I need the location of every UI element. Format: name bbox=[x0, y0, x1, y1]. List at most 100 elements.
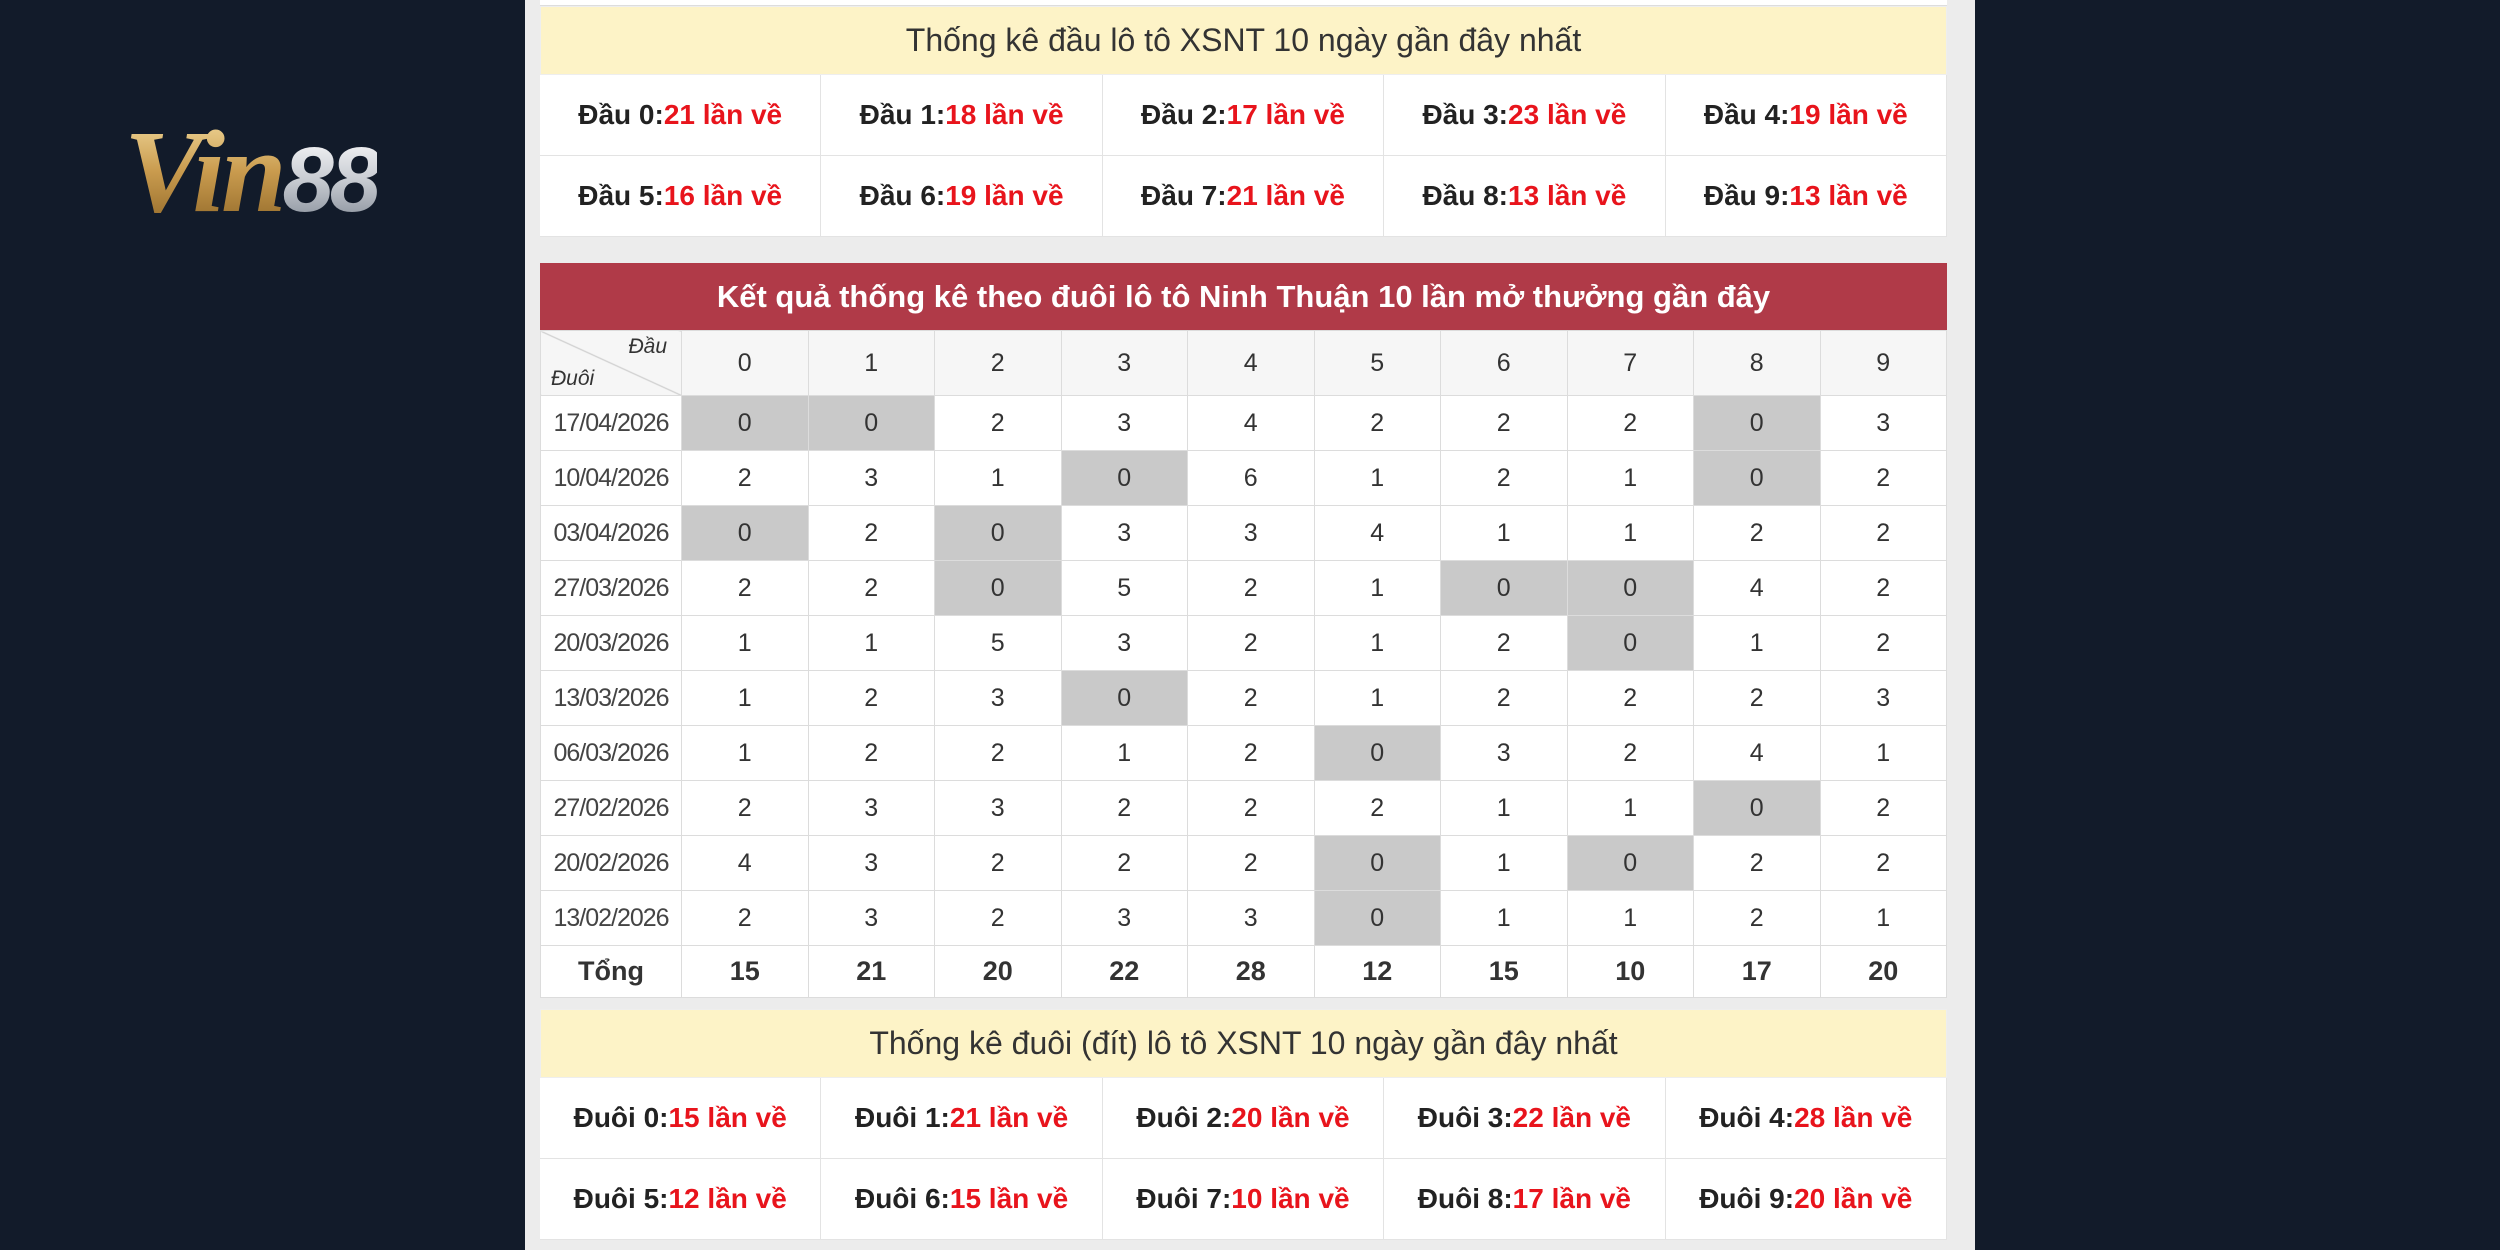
data-row: 13/03/2026 1 2 3 0 2 1 2 2 2 3 bbox=[540, 670, 1947, 726]
stat-value: 20 lần về bbox=[1231, 1102, 1350, 1133]
count-cell: 2 bbox=[1566, 395, 1694, 451]
count-cell: 1 bbox=[1819, 725, 1947, 781]
date-cell: 06/03/2026 bbox=[540, 725, 682, 781]
stat-cell: Đầu 5: 16 lần về bbox=[540, 156, 822, 237]
count-cell: 1 bbox=[1566, 890, 1694, 946]
stat-value: 17 lần về bbox=[1512, 1183, 1631, 1214]
stat-label: Đầu 9: bbox=[1703, 180, 1790, 211]
corner-cell: Đầu Đuôi bbox=[540, 330, 682, 396]
count-cell: 2 bbox=[934, 395, 1062, 451]
count-cell: 1 bbox=[1313, 560, 1441, 616]
logo-number: 88 bbox=[282, 129, 381, 231]
count-cell: 2 bbox=[1187, 835, 1315, 891]
column-header: 6 bbox=[1440, 330, 1568, 396]
date-cell: 10/04/2026 bbox=[540, 450, 682, 506]
stat-value: 19 lần về bbox=[1789, 99, 1908, 130]
count-cell: 3 bbox=[807, 835, 935, 891]
count-cell: 1 bbox=[1819, 890, 1947, 946]
count-cell: 0 bbox=[681, 505, 809, 561]
stat-cell: Đầu 9: 13 lần về bbox=[1665, 156, 1947, 237]
stat-value: 17 lần về bbox=[1226, 99, 1345, 130]
count-cell: 1 bbox=[681, 725, 809, 781]
count-cell: 2 bbox=[1819, 560, 1947, 616]
stat-cell: Đuôi 8: 17 lần về bbox=[1384, 1159, 1666, 1240]
count-cell: 1 bbox=[1440, 890, 1568, 946]
data-row: 03/04/2026 0 2 0 3 3 4 1 1 2 2 bbox=[540, 505, 1947, 561]
count-cell: 0 bbox=[934, 505, 1062, 561]
data-row: 17/04/2026 0 0 2 3 4 2 2 2 0 3 bbox=[540, 395, 1947, 451]
count-cell: 2 bbox=[807, 560, 935, 616]
count-cell: 0 bbox=[1693, 450, 1821, 506]
stat-value: 21 lần về bbox=[949, 1102, 1069, 1133]
count-cell: 2 bbox=[1693, 835, 1821, 891]
count-cell: 1 bbox=[1060, 725, 1188, 781]
date-cell: 20/02/2026 bbox=[540, 835, 682, 891]
count-cell: 4 bbox=[1187, 395, 1315, 451]
count-cell: 0 bbox=[934, 560, 1062, 616]
count-cell: 2 bbox=[1440, 670, 1568, 726]
stat-label: Đầu 0: bbox=[578, 99, 664, 130]
count-cell: 2 bbox=[1440, 450, 1568, 506]
count-cell: 1 bbox=[1313, 450, 1441, 506]
count-cell: 3 bbox=[1060, 890, 1188, 946]
stat-label: Đầu 3: bbox=[1422, 99, 1509, 130]
count-cell: 1 bbox=[1566, 450, 1694, 506]
count-cell: 6 bbox=[1187, 450, 1315, 506]
count-cell: 3 bbox=[1060, 505, 1188, 561]
total-cell: 10 bbox=[1566, 945, 1694, 998]
count-cell: 2 bbox=[681, 780, 809, 836]
stat-cell: Đầu 4: 19 lần về bbox=[1665, 75, 1947, 156]
count-cell: 0 bbox=[1566, 560, 1694, 616]
count-cell: 1 bbox=[1440, 835, 1568, 891]
stat-label: Đuôi 0: bbox=[573, 1102, 669, 1133]
stat-cell: Đuôi 2: 20 lần về bbox=[1102, 1078, 1385, 1159]
stats-table: Đầu Đuôi 0 1 2 3 4 5 6 7 8 9 17/04/2026 0 0 2 3 4 2 2 2 0 3 10/… bbox=[540, 330, 1947, 998]
column-header: 2 bbox=[934, 330, 1062, 396]
date-cell: 17/04/2026 bbox=[540, 395, 682, 451]
date-cell: 27/03/2026 bbox=[540, 560, 682, 616]
column-header: 1 bbox=[807, 330, 935, 396]
count-cell: 2 bbox=[1060, 780, 1188, 836]
count-cell: 0 bbox=[1440, 560, 1568, 616]
header-row: Đầu Đuôi 0 1 2 3 4 5 6 7 8 9 bbox=[540, 330, 1947, 396]
count-cell: 1 bbox=[1566, 780, 1694, 836]
stat-cell: Đầu 2: 17 lần về bbox=[1102, 75, 1385, 156]
count-cell: 1 bbox=[934, 450, 1062, 506]
stat-value: 23 lần về bbox=[1508, 99, 1627, 130]
date-cell: 27/02/2026 bbox=[540, 780, 682, 836]
count-cell: 5 bbox=[934, 615, 1062, 671]
total-label: Tổng bbox=[540, 945, 682, 998]
date-cell: 03/04/2026 bbox=[540, 505, 682, 561]
section-title: Thống kê đầu lô tô XSNT 10 ngày gần đây … bbox=[540, 6, 1947, 75]
count-cell: 5 bbox=[1060, 560, 1188, 616]
count-cell: 1 bbox=[807, 615, 935, 671]
count-cell: 2 bbox=[681, 890, 809, 946]
total-cell: 15 bbox=[1440, 945, 1568, 998]
stat-value: 28 lần về bbox=[1794, 1102, 1913, 1133]
count-cell: 2 bbox=[1313, 395, 1441, 451]
dau-stats: Thống kê đầu lô tô XSNT 10 ngày gần đây … bbox=[540, 6, 1947, 237]
corner-bottom: Đuôi bbox=[551, 367, 595, 390]
count-cell: 2 bbox=[1819, 450, 1947, 506]
count-cell: 2 bbox=[1187, 670, 1315, 726]
count-cell: 1 bbox=[1440, 780, 1568, 836]
count-cell: 2 bbox=[1060, 835, 1188, 891]
logo-text: Vin bbox=[124, 106, 287, 237]
stat-label: Đầu 7: bbox=[1141, 180, 1227, 211]
stat-value: 13 lần về bbox=[1789, 180, 1908, 211]
column-header: 5 bbox=[1313, 330, 1441, 396]
column-header: 9 bbox=[1819, 330, 1947, 396]
count-cell: 1 bbox=[1566, 505, 1694, 561]
count-cell: 2 bbox=[1187, 560, 1315, 616]
count-cell: 4 bbox=[1693, 560, 1821, 616]
count-cell: 1 bbox=[681, 670, 809, 726]
total-cell: 20 bbox=[1819, 945, 1947, 998]
count-cell: 2 bbox=[1693, 890, 1821, 946]
total-cell: 28 bbox=[1187, 945, 1315, 998]
count-cell: 3 bbox=[1819, 395, 1947, 451]
column-header: 3 bbox=[1060, 330, 1188, 396]
stat-cell: Đầu 6: 19 lần về bbox=[821, 156, 1103, 237]
count-cell: 3 bbox=[1060, 395, 1188, 451]
stat-label: Đầu 4: bbox=[1703, 99, 1790, 130]
stat-value: 15 lần về bbox=[668, 1102, 787, 1133]
